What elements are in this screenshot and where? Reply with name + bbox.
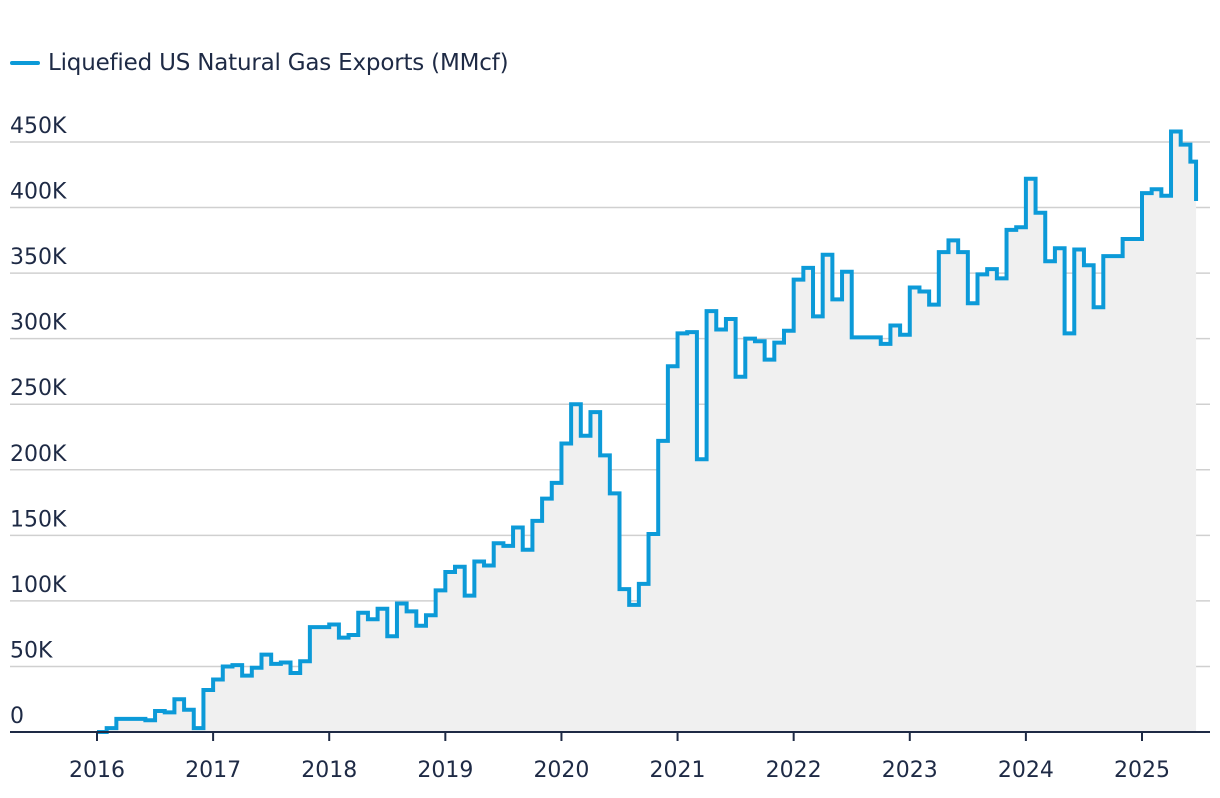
x-tick-label: 2020 — [533, 758, 589, 783]
legend: Liquefied US Natural Gas Exports (MMcf) — [10, 50, 509, 76]
y-tick-label: 300K — [10, 311, 67, 336]
x-tick-label: 2018 — [301, 758, 357, 783]
x-tick-label: 2023 — [882, 758, 938, 783]
y-axis-ticks: 0 50K 100K 150K 200K 250K 300K 350K 400K 450K — [10, 114, 67, 729]
y-tick-label: 450K — [10, 114, 67, 139]
y-tick-label: 100K — [10, 573, 67, 598]
y-tick-label: 350K — [10, 245, 67, 270]
y-tick-label: 400K — [10, 180, 67, 205]
gridlines — [10, 141, 1210, 668]
y-tick-label: 200K — [10, 442, 67, 467]
series-line — [97, 129, 1199, 734]
legend-swatch — [10, 61, 40, 65]
x-axis-ticks: 2016 2017 2018 2019 2020 2021 2022 2023 2024 2025 — [69, 732, 1170, 783]
area-fill — [97, 131, 1197, 732]
x-tick-label: 2025 — [1114, 758, 1170, 783]
x-tick-label: 2016 — [69, 758, 125, 783]
x-tick-label: 2024 — [998, 758, 1054, 783]
y-tick-label: 150K — [10, 507, 67, 532]
x-tick-label: 2017 — [185, 758, 241, 783]
x-tick-label: 2021 — [650, 758, 706, 783]
y-tick-label: 250K — [10, 376, 67, 401]
y-tick-label: 0 — [10, 704, 24, 729]
x-tick-label: 2019 — [417, 758, 473, 783]
legend-label: Liquefied US Natural Gas Exports (MMcf) — [48, 50, 509, 76]
y-tick-label: 50K — [10, 638, 53, 663]
x-tick-label: 2022 — [766, 758, 822, 783]
